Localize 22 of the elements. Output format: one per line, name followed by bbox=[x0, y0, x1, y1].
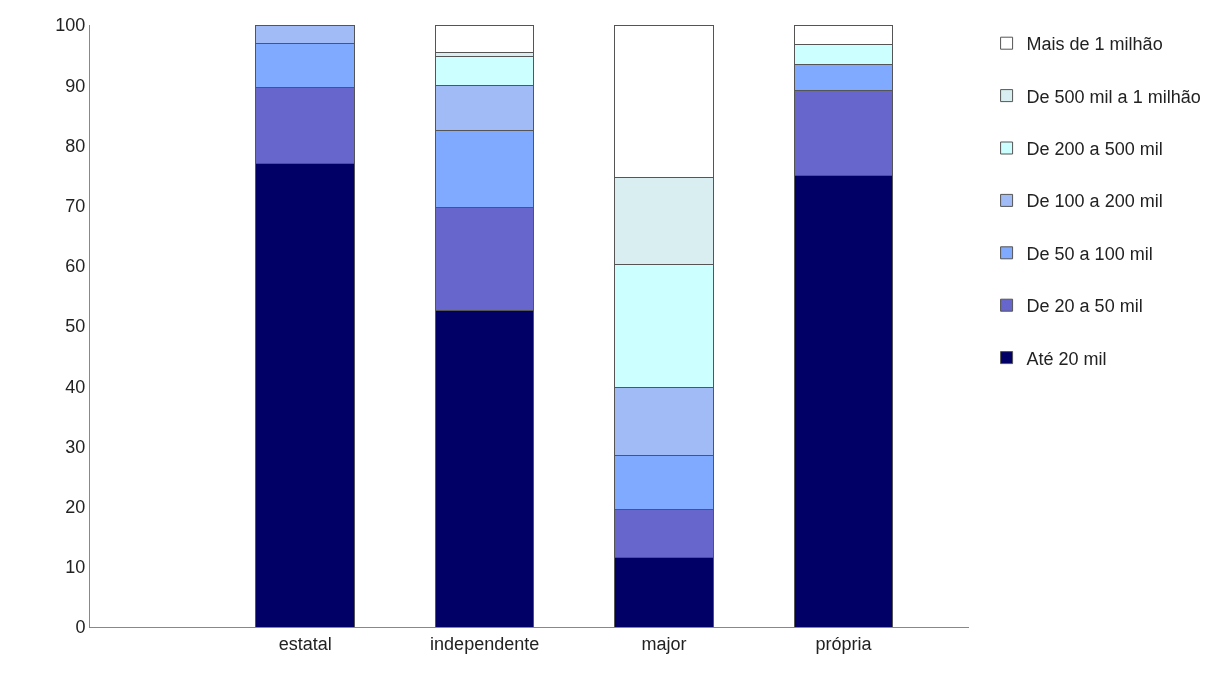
y-tick-label: 50 bbox=[65, 316, 86, 337]
legend-label: De 50 a 100 mil bbox=[1026, 243, 1153, 264]
x-tick-label: estatal bbox=[278, 633, 332, 654]
x-tick-label: independente bbox=[430, 633, 540, 654]
legend-label: Até 20 mil bbox=[1026, 348, 1107, 369]
y-tick-label: 0 bbox=[75, 617, 86, 638]
y-tick-label: 10 bbox=[65, 557, 86, 578]
legend-label: De 500 mil a 1 milhão bbox=[1026, 86, 1201, 107]
legend-label: De 100 a 200 mil bbox=[1026, 191, 1163, 212]
y-tick-label: 80 bbox=[65, 135, 86, 156]
y-tick-label: 30 bbox=[65, 436, 86, 457]
y-tick-label: 100 bbox=[55, 15, 86, 36]
y-tick-label: 70 bbox=[65, 195, 86, 216]
legend-label: De 20 a 50 mil bbox=[1026, 296, 1143, 317]
legend-label: De 200 a 500 mil bbox=[1026, 139, 1163, 160]
y-tick-label: 60 bbox=[65, 256, 86, 277]
x-tick-label: major bbox=[641, 633, 687, 654]
y-tick-label: 40 bbox=[65, 376, 86, 397]
legend-label: Mais de 1 milhão bbox=[1026, 34, 1163, 55]
y-tick-label: 20 bbox=[65, 496, 86, 517]
x-tick-label: própria bbox=[815, 633, 873, 654]
y-tick-label: 90 bbox=[65, 75, 86, 96]
